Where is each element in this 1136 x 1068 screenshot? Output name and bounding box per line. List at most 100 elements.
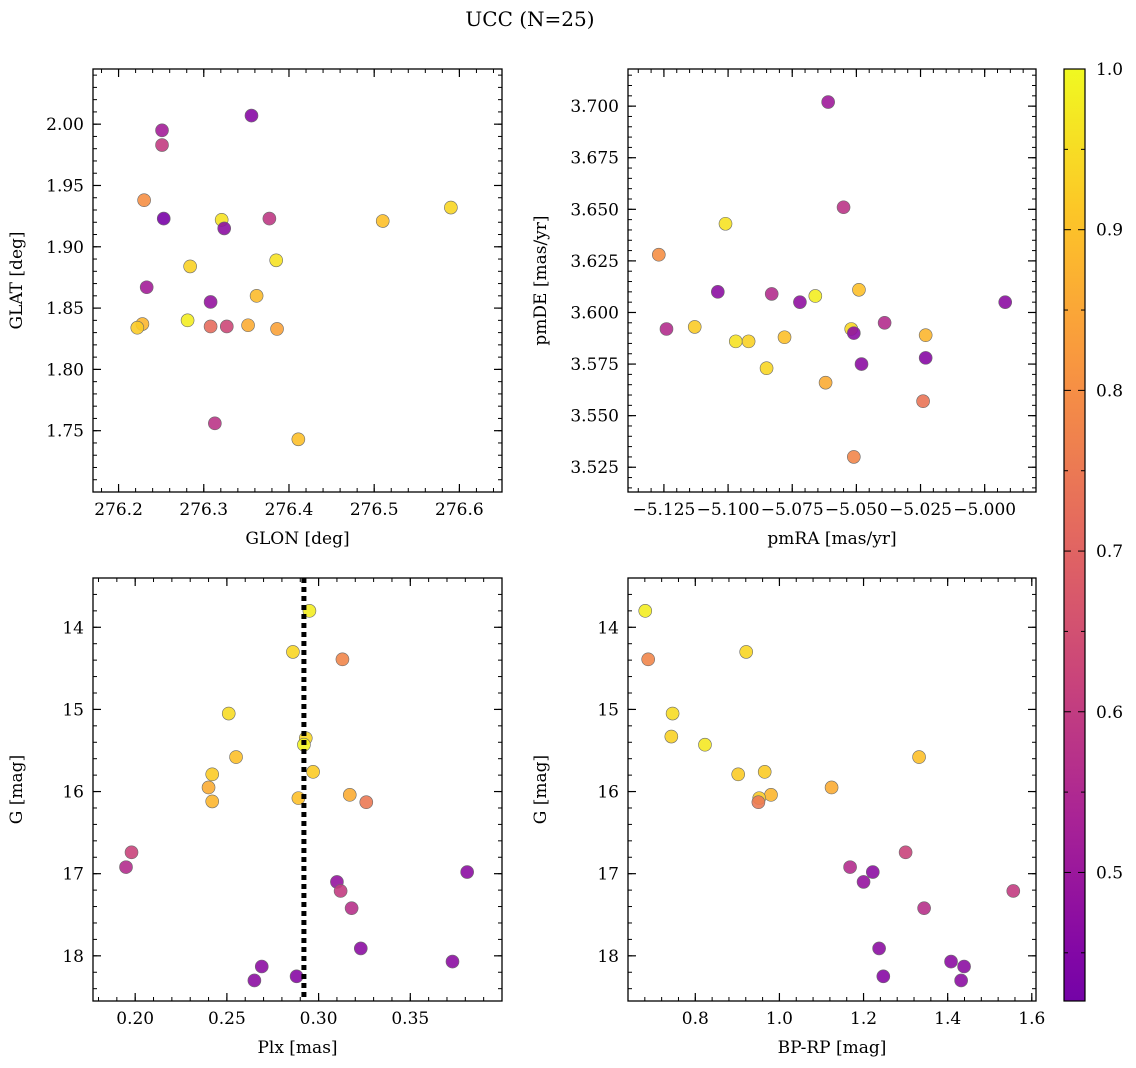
y-tick-label: 17 <box>62 865 84 885</box>
data-point <box>201 780 216 795</box>
data-point <box>359 795 374 810</box>
data-point <box>244 108 259 123</box>
data-point <box>217 221 232 236</box>
y-axis-label: G [mag] <box>7 755 27 824</box>
data-point <box>821 95 835 109</box>
data-point <box>208 416 222 431</box>
colorbar-tick-label: 0.9 <box>1096 221 1123 241</box>
data-point <box>843 860 857 874</box>
colorbar-tick-label: 1.0 <box>1096 60 1123 80</box>
panel-3: 0.20 0.25 0.30 0.35 14 15 16 17 18 Plx [mas] G [ma… <box>7 577 503 1058</box>
data-point <box>777 330 792 345</box>
x-tick-label: 1.0 <box>766 1009 793 1029</box>
data-point <box>203 319 218 334</box>
y-tick-label: 14 <box>597 618 619 638</box>
x-tick-label: −5.100 <box>697 500 760 520</box>
data-point <box>687 320 702 334</box>
panel-4: 0.8 1.0 1.2 1.4 1.6 14 15 16 17 18 BP-RP [mag] G [m… <box>531 577 1045 1058</box>
x-tick-label: −5.075 <box>761 500 824 520</box>
y-tick-label: 15 <box>62 700 84 720</box>
axes-frame <box>92 577 503 1002</box>
data-point <box>865 865 880 879</box>
data-point <box>998 295 1013 309</box>
data-point <box>203 295 218 309</box>
data-point <box>818 375 833 390</box>
y-tick-label: 1.90 <box>46 238 84 258</box>
colorbar-tick-label: 0.5 <box>1096 863 1123 883</box>
axes-frame <box>92 68 503 493</box>
colorbar-tick-label: 0.7 <box>1096 542 1123 562</box>
points <box>119 604 474 988</box>
data-point <box>847 450 861 464</box>
x-tick-label: 1.6 <box>1018 1009 1045 1029</box>
data-point <box>731 767 746 782</box>
x-tick-label: 1.4 <box>934 1009 961 1029</box>
data-point <box>219 319 234 334</box>
y-axis-label: GLAT [deg] <box>7 231 27 329</box>
x-tick-label: 276.6 <box>435 500 484 520</box>
data-point <box>156 211 171 226</box>
data-point <box>877 315 892 330</box>
data-point <box>638 604 653 618</box>
data-point <box>262 211 277 226</box>
data-point <box>641 652 655 667</box>
data-point <box>664 729 679 744</box>
x-axis-label: BP-RP [mag] <box>778 1038 887 1058</box>
data-point <box>651 247 666 262</box>
y-tick-label: 15 <box>597 700 619 720</box>
data-point <box>711 285 725 299</box>
y-tick-label: 18 <box>62 947 84 967</box>
data-point <box>918 328 933 342</box>
data-point <box>751 795 766 810</box>
x-axis-label: Plx [mas] <box>257 1038 337 1058</box>
data-point <box>124 845 139 860</box>
y-tick-label: 3.525 <box>570 458 619 478</box>
y-tick-label: 1.95 <box>46 176 84 196</box>
y-tick-label: 1.80 <box>46 360 84 380</box>
data-point <box>306 765 320 779</box>
data-point <box>698 737 712 752</box>
y-tick-label: 16 <box>597 783 619 803</box>
data-point <box>460 865 474 879</box>
y-tick-label: 16 <box>62 783 84 803</box>
points <box>651 95 1013 464</box>
x-tick-label: 276.3 <box>179 500 228 520</box>
data-point <box>353 941 368 956</box>
points <box>638 604 1021 988</box>
data-point <box>916 394 930 409</box>
x-tick-label: 0.25 <box>208 1009 246 1029</box>
y-tick-label: 18 <box>597 947 619 967</box>
data-point <box>229 750 243 764</box>
data-point <box>342 788 357 802</box>
data-point <box>918 351 933 365</box>
y-tick-label: 3.625 <box>570 252 619 272</box>
y-tick-label: 17 <box>597 865 619 885</box>
colorbar-gradient <box>1063 68 1086 1002</box>
data-point <box>739 645 753 659</box>
panel-2: −5.125 −5.100 −5.075 −5.050 −5.025 −5.000 3.52… <box>531 68 1037 549</box>
x-tick-label: −5.000 <box>953 500 1016 520</box>
y-axis-label: G [mag] <box>531 755 551 824</box>
data-point <box>137 193 151 207</box>
data-point <box>665 706 680 721</box>
panels: 276.2 276.3 276.4 276.5 276.6 1.75 1.80 1.85 1.9… <box>7 68 1045 1058</box>
data-point <box>335 652 350 667</box>
x-axis-label: pmRA [mas/yr] <box>767 529 896 549</box>
data-point <box>808 289 823 303</box>
data-point <box>824 780 839 795</box>
colorbar-tick-label: 0.6 <box>1096 703 1123 723</box>
data-point <box>728 334 743 349</box>
x-tick-label: −5.125 <box>632 500 695 520</box>
axes-frame <box>627 68 1037 493</box>
data-point <box>852 282 866 297</box>
data-point <box>375 214 390 228</box>
data-point <box>898 845 913 860</box>
data-point <box>872 941 886 956</box>
data-point <box>130 320 145 335</box>
y-axis-label: pmDE [mas/yr] <box>531 215 551 345</box>
x-tick-label: 0.30 <box>300 1009 338 1029</box>
y-tick-label: 3.675 <box>570 149 619 169</box>
data-point <box>289 969 304 984</box>
y-tick-label: 3.575 <box>570 355 619 375</box>
x-tick-label: 276.4 <box>265 500 314 520</box>
